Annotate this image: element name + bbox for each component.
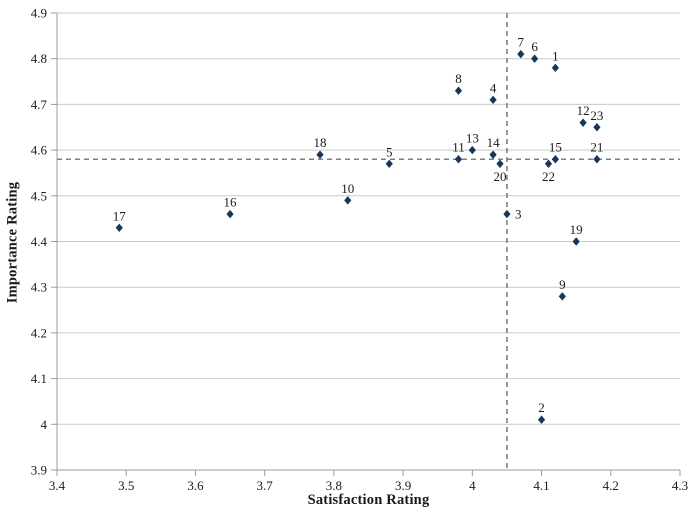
y-axis-tick-label: 4.8 [31, 51, 47, 66]
data-point-marker-4 [489, 95, 497, 105]
data-point-marker-22 [544, 159, 553, 169]
data-point-marker-9 [558, 292, 566, 301]
data-point-marker-23 [593, 123, 601, 132]
data-point-label-15: 15 [549, 140, 562, 155]
data-point-marker-1 [551, 63, 559, 73]
data-point-label-7: 7 [518, 35, 525, 50]
data-point-label-21: 21 [590, 140, 603, 155]
x-axis-tick-label: 3.9 [395, 478, 411, 493]
y-axis-tick-label: 4.1 [31, 371, 47, 386]
y-axis-tick-label: 4.9 [31, 6, 47, 21]
data-point-label-16: 16 [224, 195, 238, 210]
x-axis-tick-label: 3.8 [326, 478, 342, 493]
data-point-label-5: 5 [386, 144, 393, 159]
data-point-label-1: 1 [552, 48, 559, 63]
x-axis-tick-label: 3.7 [257, 478, 274, 493]
x-axis-title: Satisfaction Rating [307, 492, 430, 508]
data-point-label-17: 17 [113, 208, 127, 223]
y-axis-tick-label: 4.2 [31, 325, 47, 340]
data-point-marker-14 [489, 150, 497, 159]
x-axis-tick-label: 3.4 [49, 478, 66, 493]
data-point-label-23: 23 [590, 108, 603, 123]
data-point-marker-2 [537, 415, 546, 424]
data-point-marker-11 [454, 155, 463, 164]
y-axis-title: Importance Rating [4, 181, 21, 304]
data-point-label-22: 22 [542, 169, 555, 184]
data-point-label-6: 6 [531, 39, 538, 54]
y-axis-tick-label: 4.3 [31, 280, 47, 295]
x-axis-tick-label: 4.2 [603, 478, 619, 493]
x-axis-tick-label: 4.1 [533, 478, 549, 493]
data-point-marker-3 [503, 209, 511, 219]
y-axis-tick-label: 4.7 [31, 97, 48, 112]
data-point-label-13: 13 [466, 131, 479, 146]
data-point-marker-15 [551, 155, 559, 164]
data-point-marker-17 [115, 223, 123, 232]
data-point-label-12: 12 [577, 103, 590, 118]
data-point-label-9: 9 [559, 277, 566, 292]
data-point-marker-16 [226, 209, 234, 219]
data-point-marker-12 [579, 118, 587, 127]
data-point-label-19: 19 [570, 222, 583, 237]
data-point-marker-10 [344, 196, 352, 205]
y-axis-tick-label: 4.4 [31, 234, 48, 249]
data-point-label-3: 3 [515, 207, 522, 222]
data-point-marker-18 [316, 150, 324, 159]
data-point-marker-5 [385, 159, 393, 169]
y-axis-tick-label: 4.6 [31, 143, 48, 158]
x-axis-tick-label: 4.3 [672, 478, 688, 493]
data-point-label-10: 10 [341, 181, 354, 196]
data-point-marker-13 [468, 145, 476, 155]
data-point-label-8: 8 [455, 71, 462, 86]
data-point-label-18: 18 [314, 135, 327, 150]
data-point-label-14: 14 [487, 135, 501, 150]
data-point-marker-8 [454, 86, 463, 95]
data-point-marker-19 [572, 237, 580, 246]
data-point-marker-6 [531, 54, 539, 63]
data-point-label-20: 20 [494, 169, 507, 184]
x-axis-tick-label: 4 [469, 478, 476, 493]
y-axis-tick-label: 3.9 [31, 463, 47, 478]
y-axis-tick-label: 4.5 [31, 188, 47, 203]
y-axis-tick-label: 4 [41, 417, 48, 432]
data-point-marker-21 [593, 155, 601, 164]
data-point-marker-20 [496, 159, 504, 169]
data-point-label-2: 2 [538, 400, 545, 415]
x-axis-tick-label: 3.6 [187, 478, 204, 493]
data-point-label-11: 11 [452, 140, 465, 155]
x-axis-tick-label: 3.5 [118, 478, 134, 493]
data-point-marker-7 [517, 49, 525, 59]
data-point-label-4: 4 [490, 80, 497, 95]
